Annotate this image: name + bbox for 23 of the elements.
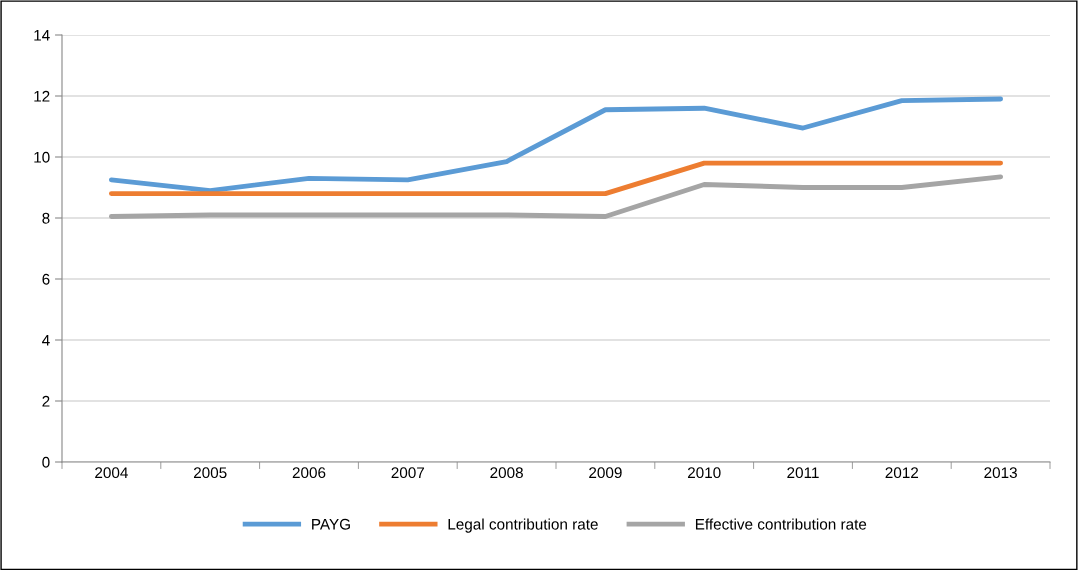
- x-tick-label: 2012: [885, 467, 919, 479]
- x-tick-label: 2011: [787, 467, 819, 479]
- x-tick-label: 2010: [687, 467, 721, 479]
- line-series: [108, 96, 1004, 193]
- y-tick-label: 10: [34, 151, 50, 163]
- y-tick-label: 12: [34, 90, 50, 102]
- x-tick-label: 2004: [95, 467, 128, 479]
- y-tick-label: 8: [42, 212, 50, 224]
- x-tick-label: 2008: [490, 467, 523, 479]
- line-series: [108, 174, 1004, 219]
- x-tick-label: 2006: [292, 467, 326, 479]
- y-tick-label: 4: [42, 335, 50, 346]
- x-tick-label: 2009: [589, 467, 622, 479]
- y-tick-label: 0: [42, 456, 50, 468]
- x-tick-label: 2005: [193, 467, 227, 479]
- y-tick-label: 6: [42, 273, 50, 285]
- legend-label: Legal contribution rate: [448, 518, 598, 533]
- y-tick-label: 14: [34, 30, 50, 41]
- x-tick-label: 2007: [391, 467, 425, 479]
- legend-label: Effective contribution rate: [695, 518, 867, 530]
- legend-label: PAYG: [312, 518, 350, 530]
- x-tick-label: 2013: [984, 467, 1017, 479]
- y-tick-label: 2: [42, 395, 50, 407]
